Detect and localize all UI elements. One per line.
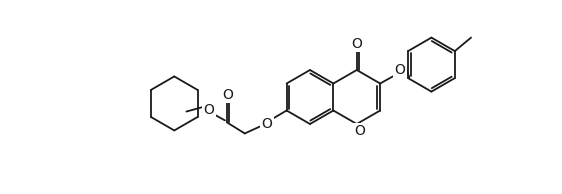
- Text: O: O: [354, 124, 365, 138]
- Text: O: O: [203, 103, 215, 117]
- Text: O: O: [223, 88, 233, 102]
- Text: O: O: [351, 37, 362, 51]
- Text: O: O: [261, 117, 272, 131]
- Text: O: O: [395, 63, 405, 77]
